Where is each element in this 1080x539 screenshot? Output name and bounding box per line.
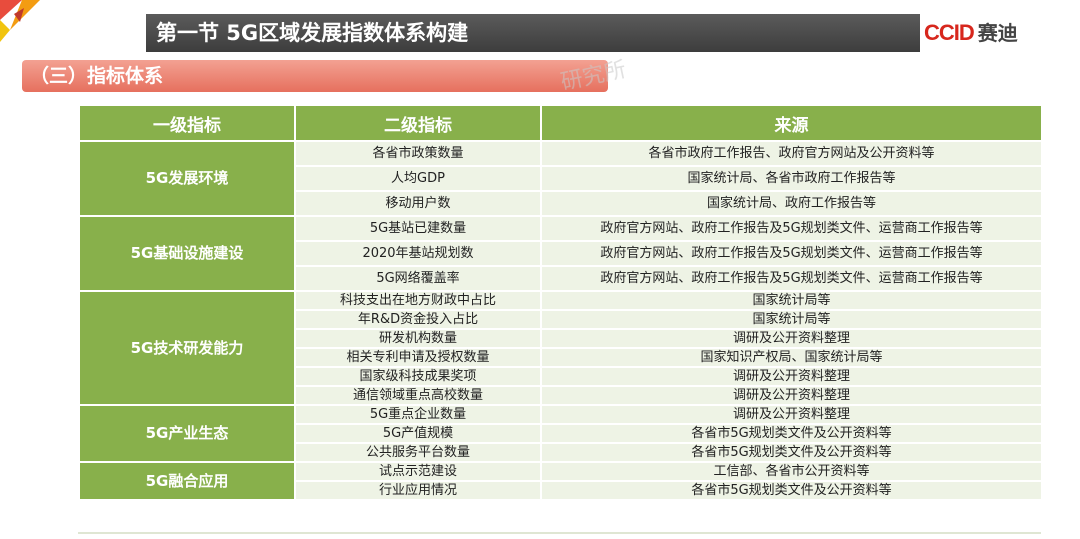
table-row: 2020年基站规划数 政府官方网站、政府工作报告及5G规划类文件、运营商工作报告等	[79, 240, 1043, 267]
table-row: 移动用户数 国家统计局、政府工作报告等	[79, 190, 1043, 217]
indicator-cell: 试点示范建设	[294, 461, 542, 482]
category-cell: 5G基础设施建设	[78, 215, 296, 292]
ccid-logo: CCID 赛迪	[924, 14, 1018, 52]
table-row: 5G产业生态 5G重点企业数量 调研及公开资料整理	[78, 404, 1043, 463]
indicator-cell: 移动用户数	[294, 190, 542, 217]
source-cell: 各省市5G规划类文件及公开资料等	[540, 442, 1043, 463]
watermark: 研究所	[558, 57, 629, 96]
indicator-cell: 国家级科技成果奖项	[294, 366, 542, 387]
table-row: 5G产值规模 各省市5G规划类文件及公开资料等	[79, 423, 1043, 444]
table-row: 研发机构数量 调研及公开资料整理	[79, 328, 1043, 349]
source-cell: 国家统计局、各省市政府工作报告等	[540, 165, 1043, 192]
indicator-table: 一级指标 二级指标 来源 5G发展环境 各省市政策数量 各省市政府工作报告、政府官方…	[78, 104, 1043, 501]
logo-chinese: 赛迪	[977, 21, 1018, 45]
indicator-cell: 5G重点企业数量	[294, 404, 542, 425]
source-cell: 国家统计局等	[540, 309, 1043, 330]
indicator-cell: 行业应用情况	[294, 480, 542, 501]
bottom-divider	[78, 532, 1041, 534]
indicator-cell: 科技支出在地方财政中占比	[294, 290, 542, 311]
table-row: 通信领域重点高校数量 调研及公开资料整理	[79, 385, 1043, 406]
table-header-row: 一级指标 二级指标 来源	[78, 104, 1043, 142]
table-row: 相关专利申请及授权数量 国家知识产权局、国家统计局等	[79, 347, 1043, 368]
source-cell: 国家统计局等	[540, 290, 1043, 311]
table-row: 5G融合应用 试点示范建设 工信部、各省市公开资料等	[78, 461, 1043, 501]
source-cell: 国家统计局、政府工作报告等	[540, 190, 1043, 217]
source-cell: 各省市5G规划类文件及公开资料等	[540, 423, 1043, 444]
source-cell: 政府官方网站、政府工作报告及5G规划类文件、运营商工作报告等	[540, 265, 1043, 292]
indicator-cell: 相关专利申请及授权数量	[294, 347, 542, 368]
source-cell: 调研及公开资料整理	[540, 328, 1043, 349]
table-row: 行业应用情况 各省市5G规划类文件及公开资料等	[79, 480, 1043, 501]
indicator-cell: 各省市政策数量	[294, 140, 542, 167]
indicator-cell: 公共服务平台数量	[294, 442, 542, 463]
table-row: 5G网络覆盖率 政府官方网站、政府工作报告及5G规划类文件、运营商工作报告等	[79, 265, 1043, 292]
table-row: 5G基础设施建设 5G基站已建数量 政府官方网站、政府工作报告及5G规划类文件、运营…	[78, 215, 1043, 292]
source-cell: 政府官方网站、政府工作报告及5G规划类文件、运营商工作报告等	[540, 215, 1043, 242]
indicator-cell: 通信领域重点高校数量	[294, 385, 542, 406]
source-cell: 工信部、各省市公开资料等	[540, 461, 1043, 482]
category-cell: 5G发展环境	[78, 140, 296, 217]
table-row: 人均GDP 国家统计局、各省市政府工作报告等	[79, 165, 1043, 192]
header-source: 来源	[540, 104, 1043, 142]
table-row: 国家级科技成果奖项 调研及公开资料整理	[79, 366, 1043, 387]
source-cell: 政府官方网站、政府工作报告及5G规划类文件、运营商工作报告等	[540, 240, 1043, 267]
indicator-cell: 5G网络覆盖率	[294, 265, 542, 292]
indicator-cell: 研发机构数量	[294, 328, 542, 349]
indicator-cell: 5G产值规模	[294, 423, 542, 444]
source-cell: 国家知识产权局、国家统计局等	[540, 347, 1043, 368]
indicator-cell: 2020年基站规划数	[294, 240, 542, 267]
source-cell: 调研及公开资料整理	[540, 385, 1043, 406]
logo-brand: CCID	[924, 20, 975, 45]
indicator-cell: 人均GDP	[294, 165, 542, 192]
indicator-cell: 年R&D资金投入占比	[294, 309, 542, 330]
indicator-cell: 5G基站已建数量	[294, 215, 542, 242]
table-row: 5G发展环境 各省市政策数量 各省市政府工作报告、政府官方网站及公开资料等	[78, 140, 1043, 217]
category-cell: 5G产业生态	[78, 404, 296, 463]
header-level2: 二级指标	[294, 104, 542, 142]
table-row: 5G技术研发能力 科技支出在地方财政中占比 国家统计局等	[78, 290, 1043, 406]
source-cell: 各省市5G规划类文件及公开资料等	[540, 480, 1043, 501]
category-cell: 5G技术研发能力	[78, 290, 296, 406]
table-row: 年R&D资金投入占比 国家统计局等	[79, 309, 1043, 330]
slide-title: 第一节 5G区域发展指数体系构建	[146, 14, 920, 52]
source-cell: 调研及公开资料整理	[540, 404, 1043, 425]
corner-decoration	[0, 0, 40, 42]
source-cell: 各省市政府工作报告、政府官方网站及公开资料等	[540, 140, 1043, 167]
section-title: （三）指标体系	[22, 60, 608, 92]
source-cell: 调研及公开资料整理	[540, 366, 1043, 387]
header-level1: 一级指标	[78, 104, 296, 142]
category-cell: 5G融合应用	[78, 461, 296, 501]
table-row: 公共服务平台数量 各省市5G规划类文件及公开资料等	[79, 442, 1043, 463]
